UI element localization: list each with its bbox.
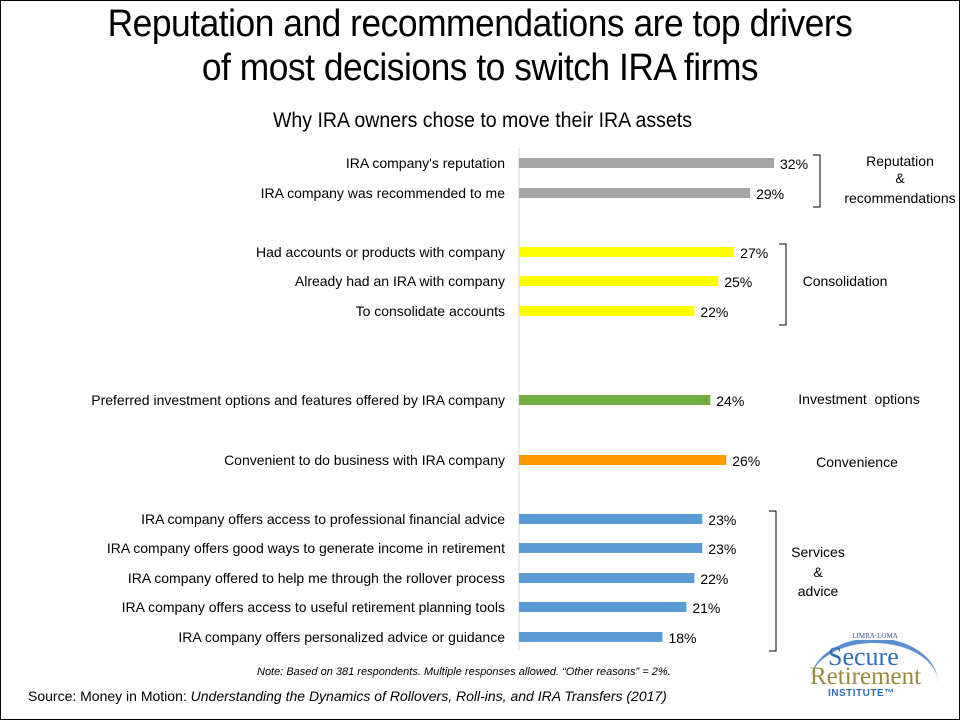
data-label: 24% xyxy=(716,393,744,409)
data-label: 18% xyxy=(668,630,696,646)
group-bracket xyxy=(779,243,787,326)
data-label: 26% xyxy=(732,453,760,469)
group-label: & xyxy=(895,170,905,186)
data-label: 23% xyxy=(708,541,736,557)
slide-title: Reputation and recommendations are top d… xyxy=(34,2,927,90)
source-citation: Source: Money in Motion: Understanding t… xyxy=(28,688,667,704)
data-label: 22% xyxy=(700,304,728,320)
logo-arc-icon xyxy=(810,638,938,683)
secure-retirement-institute-logo: LIMRA·LOMA Secure Retirement INSTITUTE™ xyxy=(800,630,950,700)
bar xyxy=(519,395,711,405)
bar xyxy=(519,306,695,316)
group-bracket xyxy=(813,154,821,208)
group-label: Services xyxy=(791,544,845,560)
category-label: Had accounts or products with company xyxy=(256,244,505,260)
category-label: IRA company offers good ways to generate… xyxy=(107,540,505,556)
group-label: Convenience xyxy=(816,454,898,470)
group-label: recommendations xyxy=(844,190,955,206)
group-label: Investment options xyxy=(798,391,919,407)
logo-secure-text: Secure xyxy=(828,642,899,671)
data-label: 27% xyxy=(740,245,768,261)
category-label: Already had an IRA with company xyxy=(295,273,505,289)
category-label: Convenient to do business with IRA compa… xyxy=(224,452,505,468)
bar xyxy=(519,632,663,642)
bar xyxy=(519,455,727,465)
source-prefix: Source: Money in Motion: xyxy=(28,688,187,704)
title-line-1: Reputation and recommendations are top d… xyxy=(107,3,853,45)
bar xyxy=(519,276,719,286)
category-label: IRA company offered to help me through t… xyxy=(128,570,505,586)
logo-limra-text: LIMRA·LOMA xyxy=(840,632,910,640)
group-label: & xyxy=(813,564,823,580)
group-label: Consolidation xyxy=(803,273,888,289)
data-label: 22% xyxy=(700,571,728,587)
logo-retirement-text: Retirement xyxy=(810,663,922,690)
bar xyxy=(519,158,774,168)
title-line-2: of most decisions to switch IRA firms xyxy=(201,47,759,89)
group-label: advice xyxy=(798,583,839,599)
category-label: Preferred investment options and feature… xyxy=(91,392,505,408)
bar xyxy=(519,543,703,553)
data-label: 25% xyxy=(724,274,752,290)
data-label: 21% xyxy=(692,600,720,616)
data-label: 23% xyxy=(708,512,736,528)
bar xyxy=(519,573,695,583)
category-label: IRA company offers personalized advice o… xyxy=(178,629,505,645)
bar xyxy=(519,514,703,524)
category-label: IRA company was recommended to me xyxy=(261,185,506,201)
data-label: 32% xyxy=(780,156,808,172)
bar xyxy=(519,602,687,612)
bar xyxy=(519,247,735,257)
logo-institute-text: INSTITUTE™ xyxy=(828,688,895,699)
source-title: Understanding the Dynamics of Rollovers,… xyxy=(190,688,667,704)
data-label: 29% xyxy=(756,186,784,202)
bar xyxy=(519,188,751,198)
category-label: IRA company offers access to useful reti… xyxy=(122,599,505,615)
category-label: IRA company offers access to professiona… xyxy=(141,511,505,527)
chart-subtitle: Why IRA owners chose to move their IRA a… xyxy=(273,109,692,132)
footnote: Note: Based on 381 respondents. Multiple… xyxy=(257,666,671,678)
group-bracket xyxy=(769,510,777,652)
category-label: IRA company's reputation xyxy=(346,155,505,171)
category-label: To consolidate accounts xyxy=(356,303,505,319)
group-label: Reputation xyxy=(866,153,934,169)
